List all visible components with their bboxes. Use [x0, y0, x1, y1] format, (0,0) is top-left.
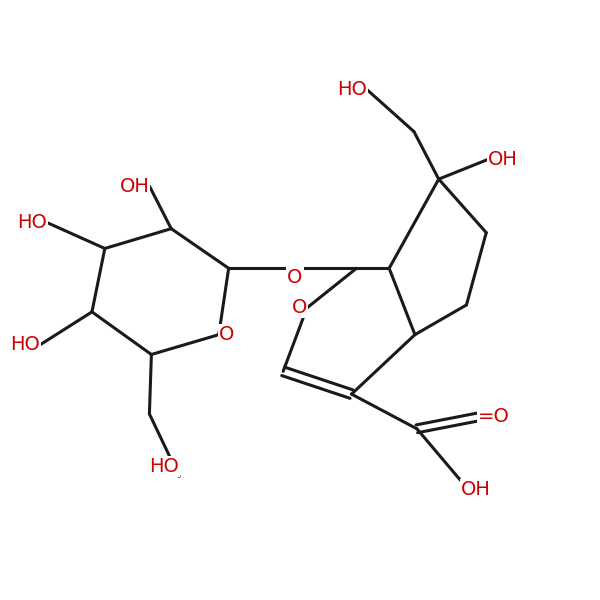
Text: =O: =O: [478, 407, 510, 427]
Text: O: O: [292, 298, 307, 317]
Text: O: O: [219, 325, 234, 344]
Text: HO: HO: [17, 213, 47, 232]
Text: HO: HO: [11, 335, 40, 354]
Text: OH: OH: [119, 176, 149, 196]
Text: HO: HO: [149, 457, 179, 476]
Text: HO: HO: [337, 80, 367, 100]
Text: OH: OH: [488, 150, 518, 169]
Text: OH: OH: [461, 481, 490, 499]
Text: O: O: [287, 268, 303, 287]
